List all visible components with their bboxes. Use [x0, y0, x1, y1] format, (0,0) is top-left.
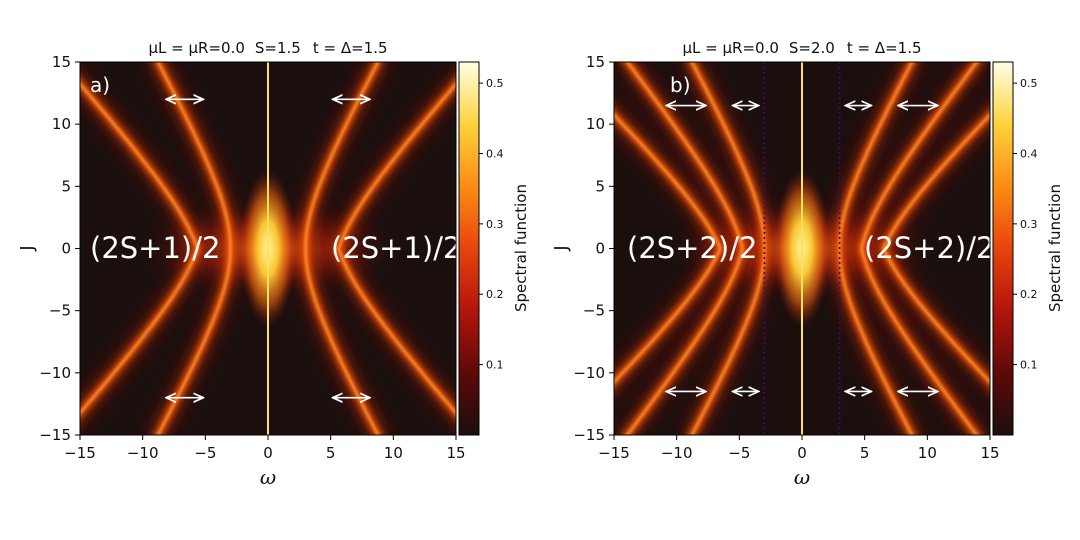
panel-b-label: b)	[670, 73, 691, 97]
y-tick-label: −15	[573, 426, 605, 444]
y-tick-label: 5	[61, 177, 71, 195]
y-tick-label: 15	[52, 53, 71, 71]
panel-b-annotation-left: (2S+2)/2	[627, 231, 757, 265]
panel-a-branch-right-0-core	[304, 62, 380, 435]
panel-b-y-ticks: −15 −10 −5 0 5 10 15	[573, 53, 614, 444]
panel-a-branch-right-1-core	[337, 82, 456, 415]
panel-a-branch-left-0-core	[156, 62, 232, 435]
colorbar-tick-label: 0.3	[1020, 218, 1038, 231]
panel-b-heatmap	[614, 62, 990, 435]
y-tick-label: −10	[39, 364, 71, 382]
y-tick-label: 10	[52, 115, 71, 133]
panel-b-title-mu: μL = μR=0.0	[682, 39, 778, 57]
x-tick-label: −5	[194, 444, 216, 462]
colorbar-tick-label: 0.4	[486, 147, 504, 160]
panel-a-y-label: J	[17, 245, 38, 251]
panel-b-colorbar: 0.1 0.2 0.3 0.4 0.5 Spectral function	[992, 61, 1064, 436]
colorbar-tick-label: 0.1	[486, 359, 504, 372]
x-tick-label: −10	[127, 444, 159, 462]
x-tick-label: 5	[860, 444, 870, 462]
panel-a-colorbar-gradient	[459, 62, 479, 435]
panel-b-branch-right-1-core	[860, 62, 978, 435]
x-tick-label: 10	[384, 444, 403, 462]
x-tick-label: 0	[263, 444, 273, 462]
panel-b-colorbar-ticks: 0.1 0.2 0.3 0.4 0.5	[1013, 77, 1038, 372]
colorbar-tick-label: 0.2	[1020, 288, 1038, 301]
x-tick-label: 5	[326, 444, 336, 462]
x-tick-label: −15	[64, 444, 96, 462]
panel-b-title-s: S=2.0	[789, 39, 835, 57]
y-tick-label: 0	[61, 240, 71, 258]
panel-b-dotted-lines	[761, 62, 843, 435]
panel-b-x-label: ω	[794, 465, 810, 489]
colorbar-tick-label: 0.5	[486, 77, 504, 90]
colorbar-tick-label: 0.1	[1020, 359, 1038, 372]
panel-a-x-ticks: −15 −10 −5 0 5 10 15	[64, 435, 466, 462]
x-tick-label: 15	[446, 444, 465, 462]
panel-a: μL = μR=0.0 S=1.5 t = Δ=1.5 a) (2S+1)/2 (2…	[17, 39, 530, 489]
panel-b-title: μL = μR=0.0 S=2.0 t = Δ=1.5	[682, 39, 921, 57]
panel-b-arrows	[666, 106, 938, 392]
panel-a-arrows	[166, 99, 370, 397]
colorbar-tick-label: 0.4	[1020, 147, 1038, 160]
panel-b-branch-left-2-core	[614, 113, 722, 384]
x-tick-label: −10	[661, 444, 693, 462]
panel-a-annotation-left: (2S+1)/2	[90, 231, 220, 265]
y-tick-label: −5	[49, 302, 71, 320]
panel-a-colorbar-frame	[458, 61, 480, 436]
panel-a-colorbar: 0.1 0.2 0.3 0.4 0.5 Spectral function	[458, 61, 530, 436]
colorbar-tick-label: 0.3	[486, 218, 504, 231]
panel-a-label: a)	[90, 73, 110, 97]
colorbar-tick-label: 0.5	[1020, 77, 1038, 90]
panel-a-title: μL = μR=0.0 S=1.5 t = Δ=1.5	[148, 39, 387, 57]
panel-a-title-t: t = Δ=1.5	[313, 39, 388, 57]
x-tick-label: 0	[797, 444, 807, 462]
panel-b-colorbar-label: Spectral function	[1046, 184, 1064, 312]
colorbar-tick-label: 0.2	[486, 288, 504, 301]
panel-a-x-label: ω	[260, 465, 276, 489]
x-tick-label: 10	[918, 444, 937, 462]
y-tick-label: 15	[586, 53, 605, 71]
x-tick-label: −15	[598, 444, 630, 462]
panel-b-colorbar-frame	[992, 61, 1014, 436]
panel-b-branch-right-2-core	[882, 113, 990, 384]
y-tick-label: −10	[573, 364, 605, 382]
panel-b-x-ticks: −15 −10 −5 0 5 10 15	[598, 435, 1000, 462]
y-tick-label: −15	[39, 426, 71, 444]
panel-a-heatmap	[80, 62, 456, 435]
y-tick-label: −5	[583, 302, 605, 320]
panel-b-branch-left-1-core	[626, 62, 744, 435]
y-tick-label: 0	[595, 240, 605, 258]
panel-a-y-ticks: −15 −10 −5 0 5 10 15	[39, 53, 80, 444]
x-tick-label: 15	[980, 444, 999, 462]
panel-a-annotation-right: (2S+1)/2	[331, 231, 461, 265]
panel-a-colorbar-ticks: 0.1 0.2 0.3 0.4 0.5	[479, 77, 504, 372]
y-tick-label: 5	[595, 177, 605, 195]
panel-a-title-s: S=1.5	[255, 39, 301, 57]
panel-a-title-mu: μL = μR=0.0	[148, 39, 244, 57]
panel-a-branch-left-1-core	[80, 82, 199, 415]
panel-b-colorbar-gradient	[993, 62, 1013, 435]
panel-b-annotation-right: (2S+2)/2	[864, 231, 994, 265]
panel-a-colorbar-label: Spectral function	[512, 184, 530, 312]
panel-b-y-label: J	[551, 245, 572, 251]
panel-b-title-t: t = Δ=1.5	[847, 39, 922, 57]
panel-b: μL = μR=0.0 S=2.0 t = Δ=1.5 b) (2S+2)/2 (2…	[551, 39, 1064, 489]
y-tick-label: 10	[586, 115, 605, 133]
x-tick-label: −5	[728, 444, 750, 462]
